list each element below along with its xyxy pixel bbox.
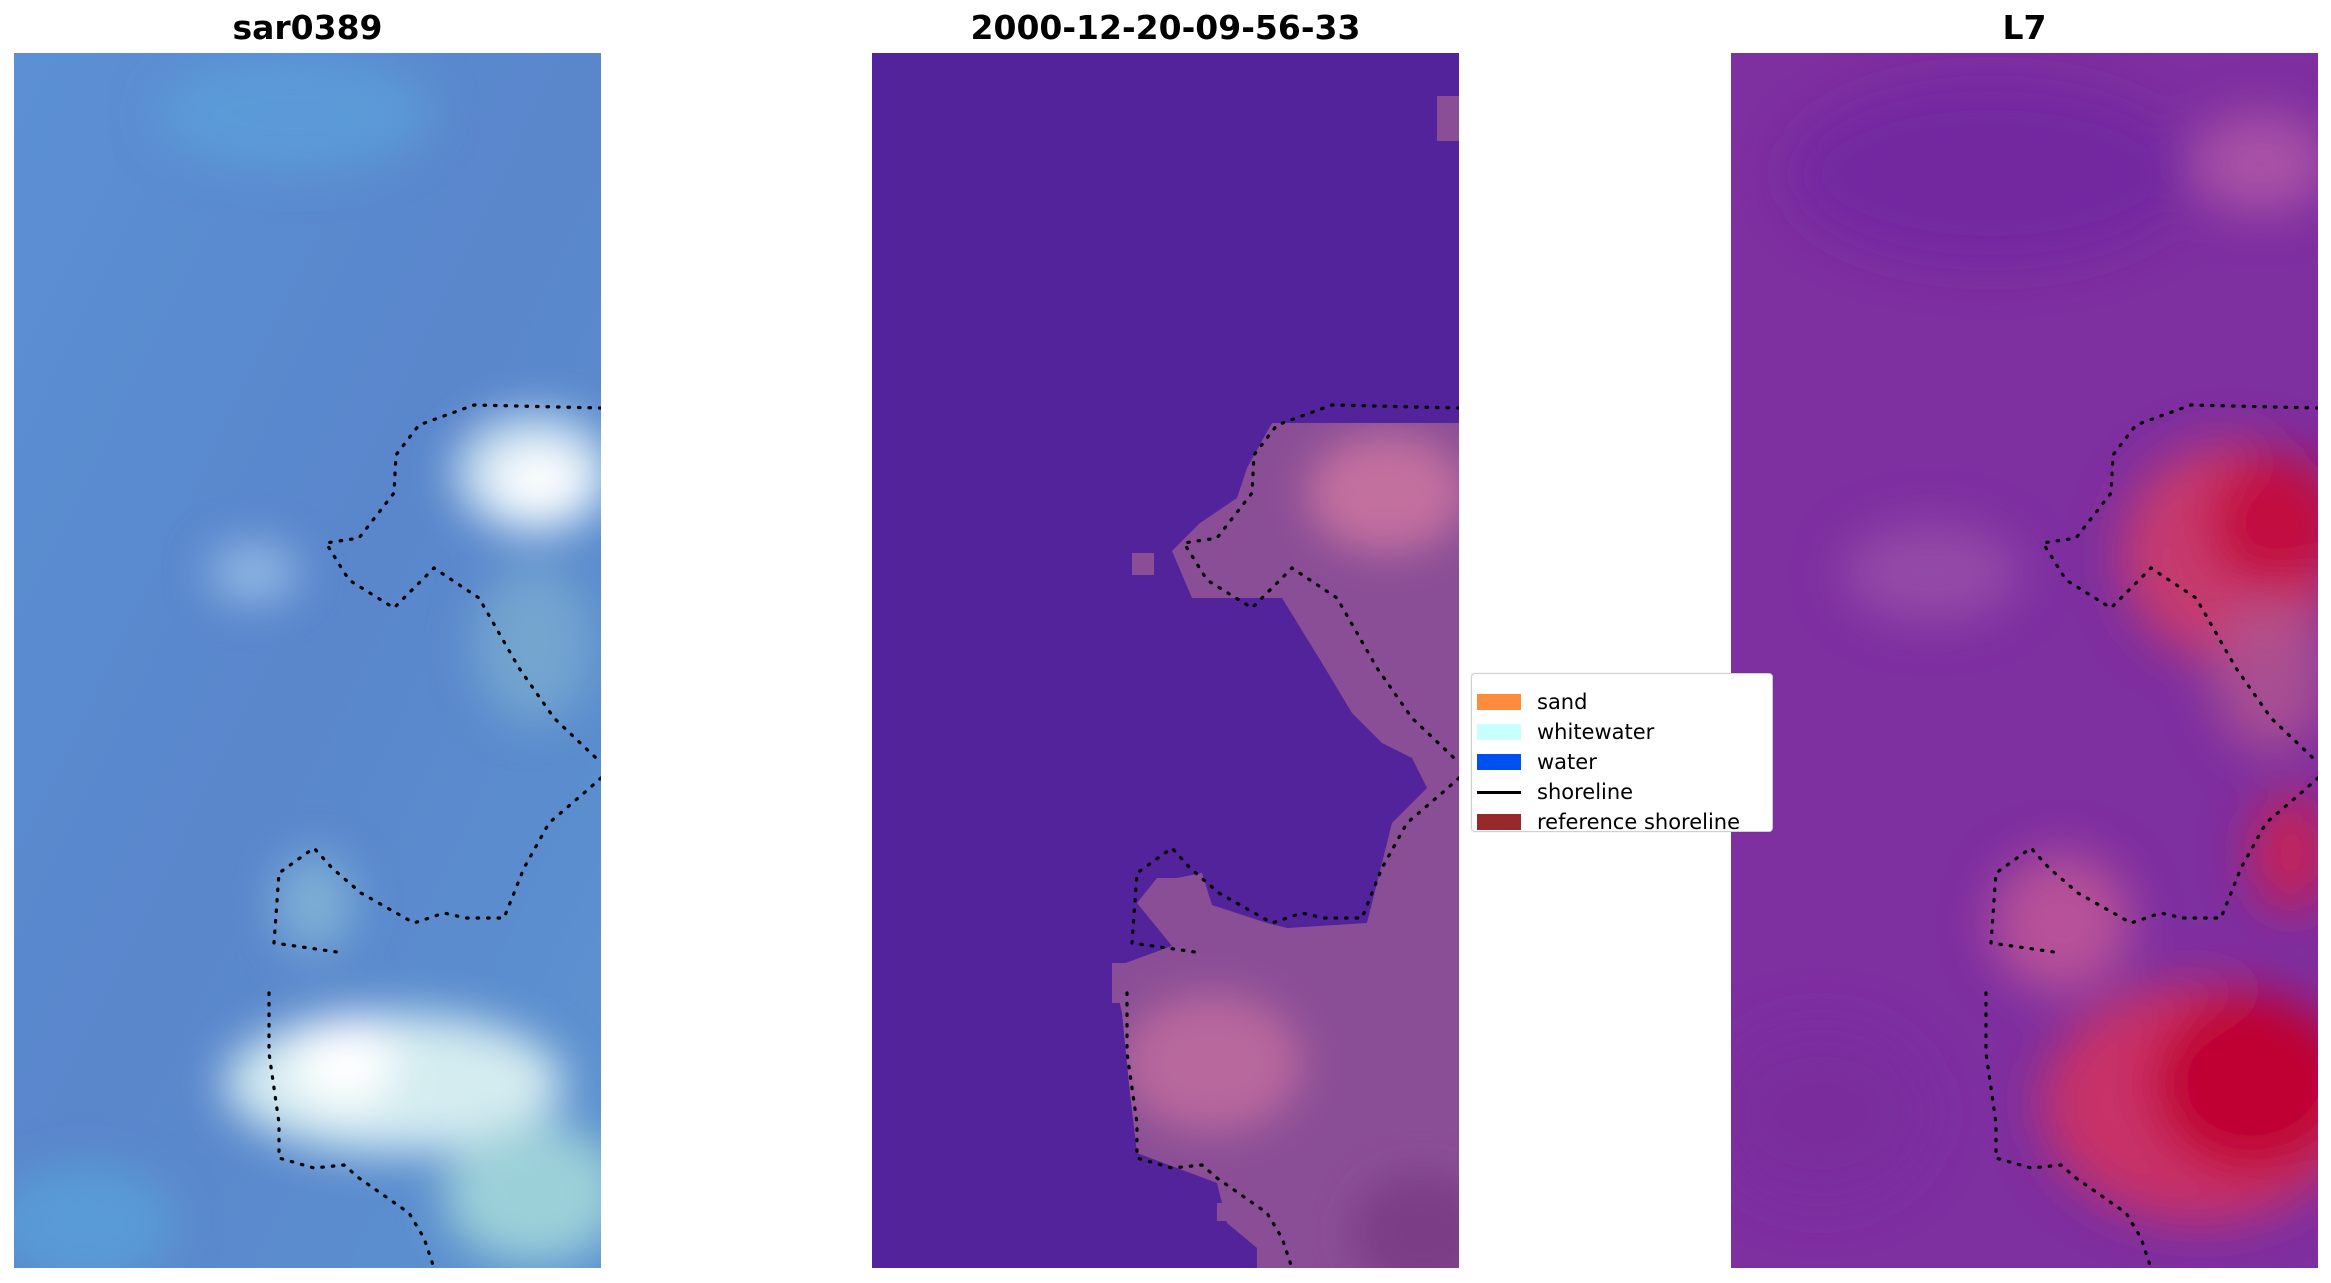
classified-image-panel	[872, 53, 1459, 1268]
reference-shoreline-swatch	[1477, 814, 1521, 830]
legend-item-water: water	[1477, 750, 1597, 774]
legend-label: reference shoreline	[1537, 810, 1741, 834]
rgb-image-panel	[14, 53, 601, 1268]
legend-label: sand	[1537, 690, 1588, 714]
classified-image	[872, 53, 1459, 1268]
index-image	[1731, 53, 2318, 1268]
legend-label: whitewater	[1537, 720, 1655, 744]
legend: sand whitewater water shoreline referenc…	[1471, 673, 1773, 834]
shoreline-dots	[267, 403, 601, 1268]
water-swatch	[1477, 754, 1521, 770]
legend-item-shoreline: shoreline	[1477, 780, 1633, 804]
shoreline-dots	[1125, 403, 1459, 1268]
legend-item-reference-shoreline: reference shoreline	[1477, 810, 1740, 834]
panel-title-classified: 2000-12-20-09-56-33	[970, 8, 1361, 47]
panel-title-mndwi: L7	[2002, 8, 2047, 47]
legend-label: shoreline	[1537, 780, 1634, 804]
panel-title-rgb: sar0389	[232, 8, 383, 47]
sand-swatch	[1477, 694, 1521, 710]
legend-item-whitewater: whitewater	[1477, 720, 1654, 744]
shoreline-dots	[1984, 403, 2318, 1268]
index-image-panel	[1731, 53, 2318, 1268]
shoreline-line-swatch	[1477, 790, 1521, 794]
whitewater-swatch	[1477, 724, 1521, 740]
legend-item-sand: sand	[1477, 690, 1587, 714]
legend-label: water	[1537, 750, 1597, 774]
rgb-image	[14, 53, 601, 1268]
